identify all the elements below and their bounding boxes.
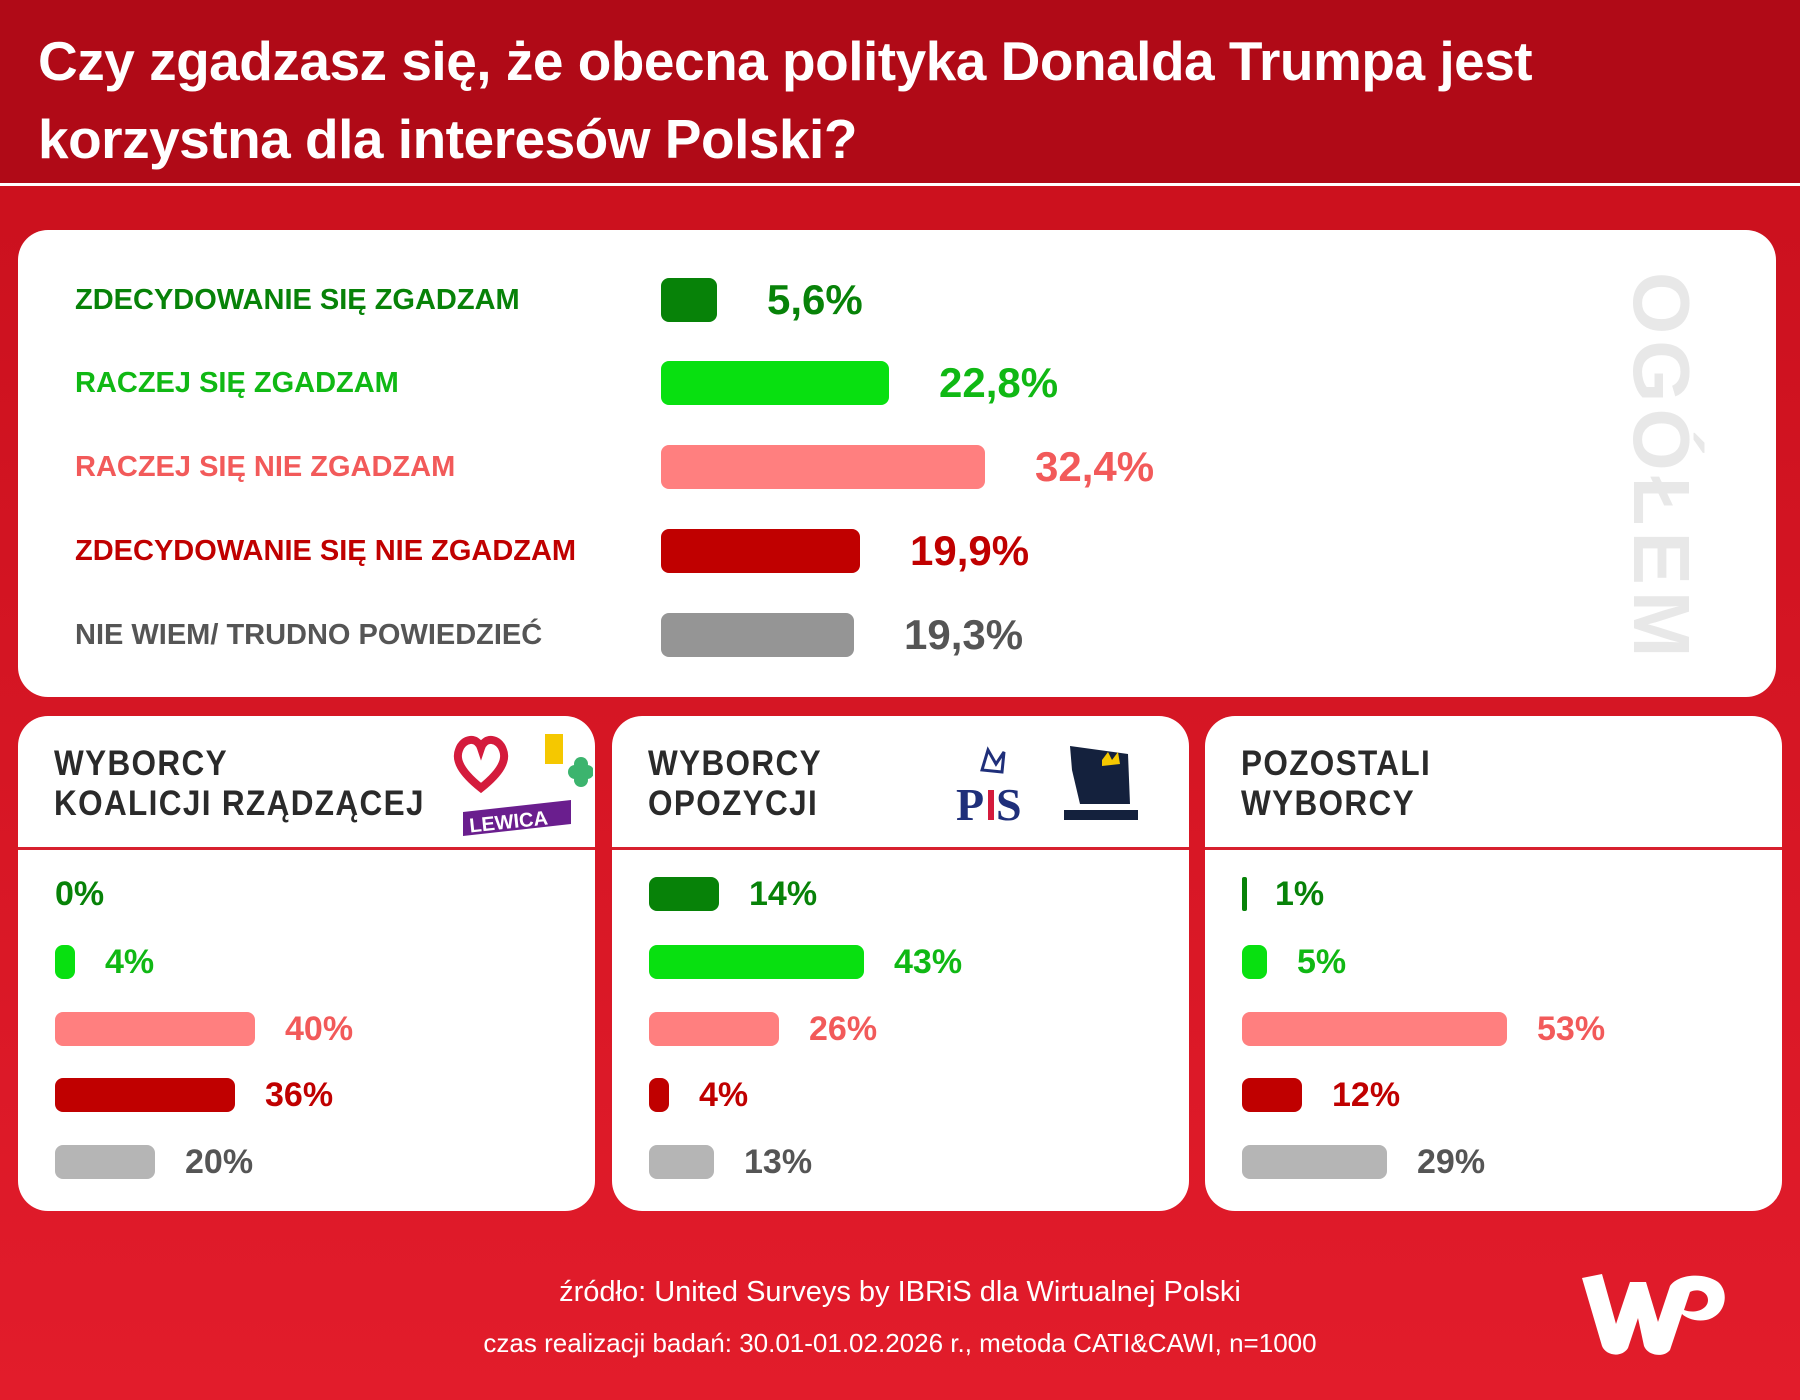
overall-panel: ZDECYDOWANIE SIĘ ZGADZAM 5,6% RACZEJ SIĘ … — [18, 230, 1776, 697]
category-label: ZDECYDOWANIE SIĘ ZGADZAM — [75, 284, 520, 316]
panel-title-line: OPOZYCJI — [648, 784, 819, 823]
coalition-panel: WYBORCY KOALICJI RZĄDZĄCEJ LEWICA 0% 4% 40%… — [18, 716, 595, 1211]
other-voters-panel: POZOSTALI WYBORCY 1% 5% 53% 12% 29% — [1205, 716, 1782, 1211]
bar-row: 5% — [1205, 945, 1782, 979]
category-label: RACZEJ SIĘ ZGADZAM — [75, 367, 399, 399]
overall-panel-label: OGÓŁEM — [1617, 272, 1706, 664]
bar-row: NIE WIEM/ TRUDNO POWIEDZIEĆ 19,3% — [18, 613, 1418, 657]
value-label: 20% — [185, 1143, 254, 1181]
value-label: 4% — [105, 943, 155, 981]
chart-title: Czy zgadzasz się, że obecna polityka Don… — [38, 30, 1533, 170]
konfederacja-logo-icon — [1064, 746, 1138, 820]
bar-row: ZDECYDOWANIE SIĘ NIE ZGADZAM 19,9% — [18, 529, 1418, 573]
heart-logo-icon — [453, 736, 509, 794]
bar — [649, 1078, 669, 1112]
bar — [661, 613, 854, 657]
bar-row: 36% — [18, 1078, 595, 1112]
bar — [661, 529, 860, 573]
svg-text:P: P — [956, 779, 984, 830]
bar-row: 40% — [18, 1012, 595, 1046]
wp-logo — [1582, 1274, 1725, 1355]
value-label: 5% — [1297, 943, 1347, 981]
value-label: 19,9% — [910, 527, 1030, 574]
bar-row: 26% — [612, 1012, 1189, 1046]
value-label: 29% — [1417, 1143, 1486, 1181]
value-label: 43% — [894, 943, 963, 981]
bar — [1242, 877, 1247, 911]
value-label: 0% — [55, 875, 105, 913]
opposition-party-logos: P S — [956, 746, 1138, 830]
value-label: 40% — [285, 1010, 354, 1048]
bar — [661, 278, 717, 322]
value-label: 5,6% — [767, 276, 863, 323]
panel-header: WYBORCY OPOZYCJI P S — [612, 716, 1189, 850]
bar-row: 4% — [612, 1078, 1189, 1112]
bar — [55, 1012, 255, 1046]
bar — [649, 945, 864, 979]
panel-title-line: POZOSTALI — [1241, 744, 1432, 783]
source-text: źródło: United Surveys by IBRiS dla Wirt… — [559, 1276, 1241, 1308]
trzecia-droga-logo-icon — [545, 734, 563, 764]
category-label: NIE WIEM/ TRUDNO POWIEDZIEĆ — [75, 619, 543, 651]
svg-text:S: S — [996, 779, 1022, 830]
panel-title-line: WYBORCY — [54, 744, 228, 783]
category-label: ZDECYDOWANIE SIĘ NIE ZGADZAM — [75, 535, 577, 567]
bar-row: 43% — [612, 945, 1189, 979]
coalition-party-logos: LEWICA — [453, 734, 593, 838]
lewica-logo-icon — [463, 800, 571, 836]
bar-row: 14% — [612, 877, 1189, 911]
bar — [1242, 1078, 1302, 1112]
bar-row: 29% — [1205, 1145, 1782, 1179]
value-label: 36% — [265, 1076, 334, 1114]
value-label: 1% — [1275, 875, 1325, 913]
bar-row: 12% — [1205, 1078, 1782, 1112]
bar — [1242, 1145, 1387, 1179]
bar-row: RACZEJ SIĘ NIE ZGADZAM 32,4% — [18, 445, 1418, 489]
header: Czy zgadzasz się, że obecna polityka Don… — [0, 0, 1800, 186]
opposition-panel: WYBORCY OPOZYCJI P S 14% 43% 26% 4% 13% — [612, 716, 1189, 1211]
value-label: 13% — [744, 1143, 813, 1181]
bar-row: 4% — [18, 945, 595, 979]
bar-row: RACZEJ SIĘ ZGADZAM 22,8% — [18, 361, 1418, 405]
bar — [55, 1145, 155, 1179]
bar — [661, 445, 985, 489]
panel-title-line: WYBORCY — [1241, 784, 1415, 823]
panel-title-line: WYBORCY — [648, 744, 822, 783]
value-label: 19,3% — [904, 611, 1024, 658]
value-label: 4% — [699, 1076, 749, 1114]
value-label: 26% — [809, 1010, 878, 1048]
bar — [649, 877, 719, 911]
bar — [1242, 945, 1267, 979]
bar-row: 0% — [18, 877, 595, 911]
bar-row: 1% — [1205, 877, 1782, 911]
bar — [55, 945, 75, 979]
pis-logo-icon: P S — [956, 746, 1022, 830]
bar-row: 13% — [612, 1145, 1189, 1179]
bar — [649, 1145, 714, 1179]
survey-details-text: czas realizacji badań: 30.01-01.02.2026 … — [483, 1328, 1317, 1358]
category-label: RACZEJ SIĘ NIE ZGADZAM — [75, 451, 456, 483]
value-label: 53% — [1537, 1010, 1606, 1048]
value-label: 12% — [1332, 1076, 1401, 1114]
panel-header: POZOSTALI WYBORCY — [1205, 716, 1782, 850]
bar — [649, 1012, 779, 1046]
bar — [1242, 1012, 1507, 1046]
value-label: 14% — [749, 875, 818, 913]
panel-title-line: KOALICJI RZĄDZĄCEJ — [54, 784, 425, 823]
bar-row: 20% — [18, 1145, 595, 1179]
panel-header: WYBORCY KOALICJI RZĄDZĄCEJ LEWICA — [18, 716, 595, 850]
bar — [55, 1078, 235, 1112]
bar — [661, 361, 889, 405]
bar-row: ZDECYDOWANIE SIĘ ZGADZAM 5,6% — [18, 278, 1418, 322]
value-label: 22,8% — [939, 359, 1059, 406]
bar-row: 53% — [1205, 1012, 1782, 1046]
value-label: 32,4% — [1035, 443, 1155, 490]
